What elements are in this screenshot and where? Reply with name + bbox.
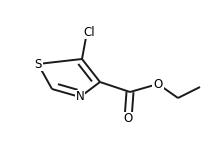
Text: N: N [76, 90, 84, 104]
Text: O: O [153, 77, 163, 90]
Text: O: O [123, 112, 133, 126]
Text: Cl: Cl [83, 25, 95, 38]
Text: S: S [34, 57, 42, 71]
